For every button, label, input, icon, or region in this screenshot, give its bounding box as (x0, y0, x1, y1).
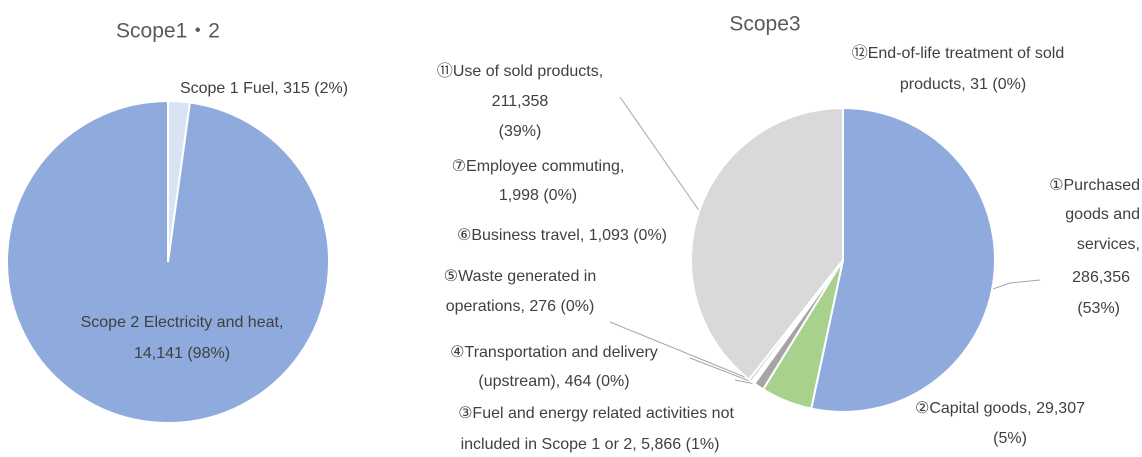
data-label: 211,358 (492, 93, 549, 110)
data-label: ②Capital goods, 29,307 (915, 400, 1085, 417)
data-label: ⑥Business travel, 1,093 (0%) (457, 227, 667, 244)
leader-lines (609, 96, 1041, 385)
leader-line (689, 357, 753, 383)
data-label: ①Purchased (1049, 177, 1140, 194)
leader-line (619, 96, 701, 213)
chart-title: Scope3 (729, 13, 800, 36)
data-label: ⑦Employee commuting, (452, 158, 625, 175)
data-label: Scope 1 Fuel, 315 (2%) (180, 80, 348, 97)
data-label: (39%) (499, 123, 542, 140)
data-label: 286,356 (1072, 269, 1130, 286)
data-label: Scope 2 Electricity and heat, (81, 314, 284, 331)
data-label: ⑫End-of-life treatment of sold (852, 44, 1065, 62)
data-label: ⑤Waste generated in (444, 268, 597, 285)
leader-line (734, 379, 756, 385)
data-label: operations, 276 (0%) (446, 298, 595, 315)
pie-slice (690, 106, 845, 381)
leader-line (989, 279, 1041, 291)
data-label: 1,998 (0%) (499, 187, 577, 204)
data-label: 14,141 (98%) (134, 345, 230, 362)
data-label: included in Scope 1 or 2, 5,866 (1%) (461, 436, 720, 453)
data-label: goods and (1065, 206, 1140, 223)
data-label: (53%) (1077, 300, 1120, 317)
chart-title: Scope1・2 (116, 20, 220, 43)
data-label: ③Fuel and energy related activities not (458, 405, 734, 422)
pie-slice (810, 106, 996, 413)
data-label: products, 31 (0%) (900, 76, 1026, 93)
pie-slice (5, 99, 330, 424)
leader-line (609, 321, 753, 381)
data-label: ④Transportation and delivery (450, 344, 658, 361)
data-label: (5%) (993, 430, 1027, 447)
data-label: services, (1077, 236, 1140, 253)
data-label: ⑪Use of sold products, (437, 62, 603, 80)
data-label: (upstream), 464 (0%) (478, 373, 629, 390)
